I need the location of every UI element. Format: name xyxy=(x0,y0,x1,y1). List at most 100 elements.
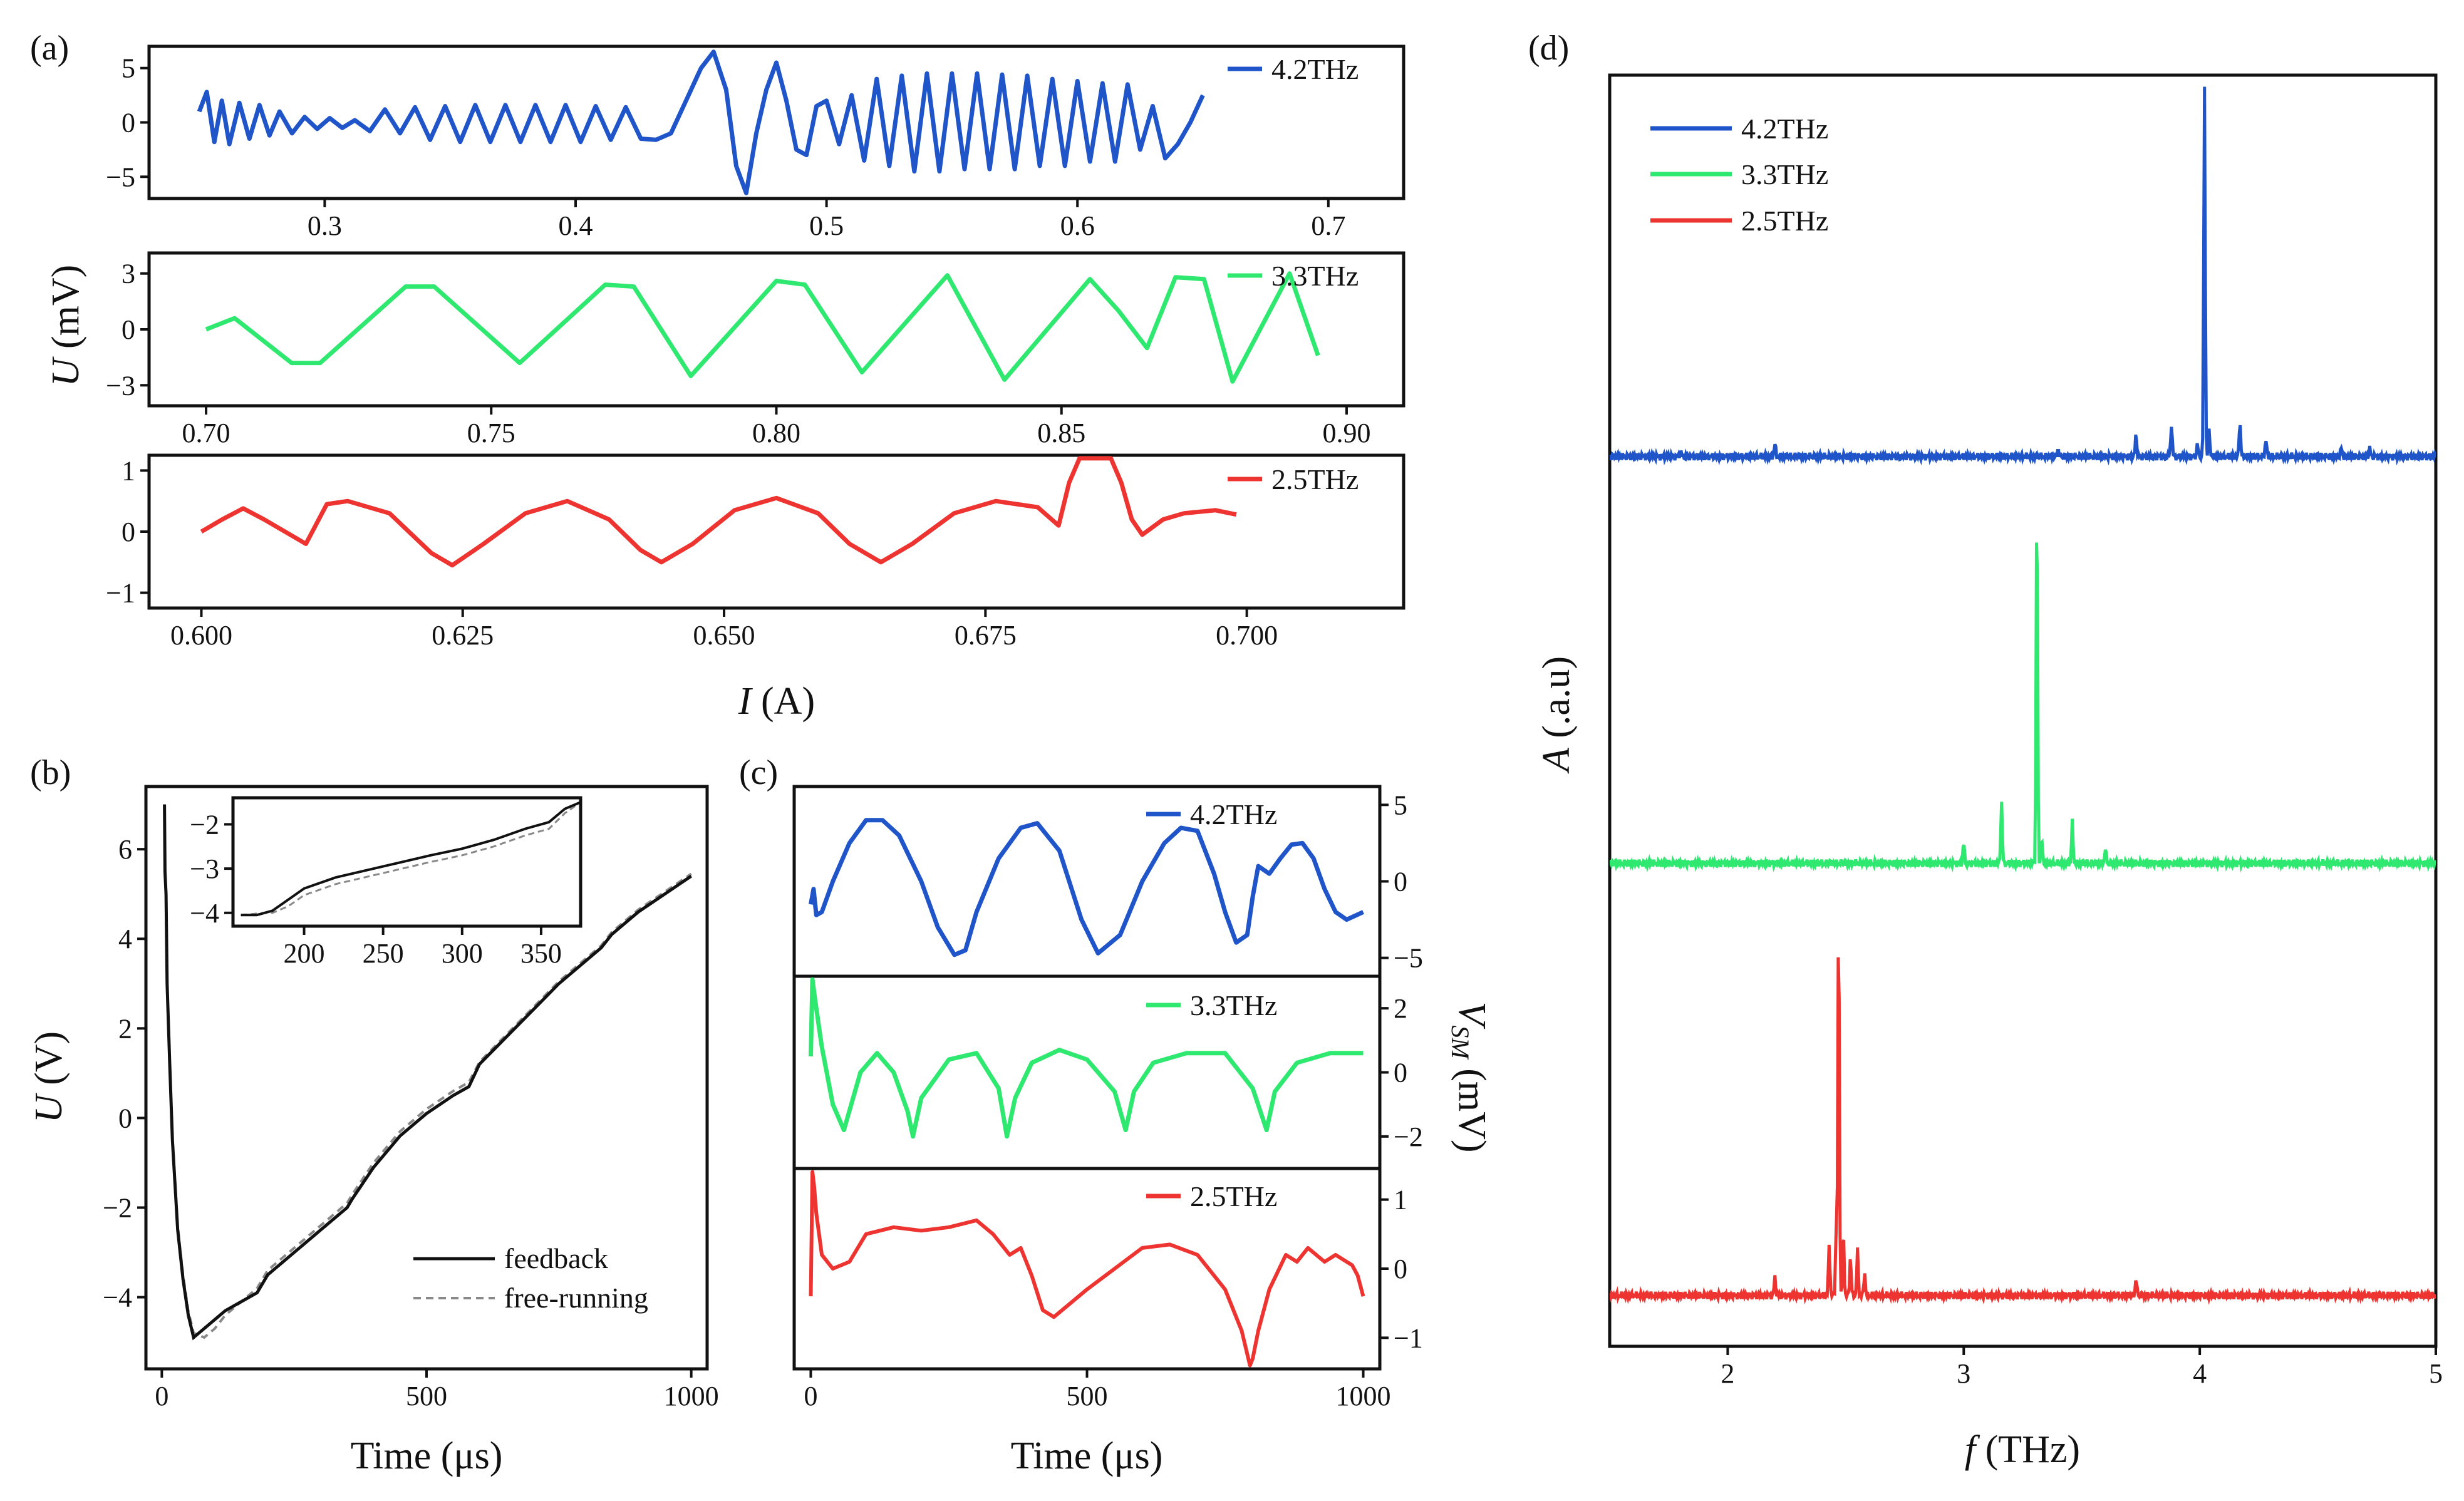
panel-a1-legend-text: 4.2THz xyxy=(1271,53,1359,85)
panel-a2-legend-text: 3.3THz xyxy=(1271,260,1359,292)
panel-a3-x-tick-label: 0.600 xyxy=(170,620,232,651)
panel-a3-y-tick-label: 1 xyxy=(122,455,135,486)
panel-b-y-tick-label: −2 xyxy=(103,1192,132,1223)
panel-a2-x-tick-label: 0.90 xyxy=(1322,418,1370,448)
panel-b-inset-feedback-line xyxy=(241,801,581,917)
panel-a3-legend-text: 2.5THz xyxy=(1271,463,1359,495)
panel-b-y-tick-label: 0 xyxy=(118,1103,132,1133)
panel-c-ylabel: VSM (mV) xyxy=(1446,1002,1493,1153)
panel-c3-y-tick-label: 0 xyxy=(1394,1254,1407,1284)
panel-a2-x-tick-label: 0.70 xyxy=(182,418,230,448)
panel-a3-series-line xyxy=(200,456,1237,568)
panel-c-x-tick-label: 0 xyxy=(804,1381,817,1411)
panel-d-frame xyxy=(1608,73,2438,1348)
panel-d-series-3-3thz xyxy=(1610,542,2436,873)
panel-a-ylabel-unit: (mV) xyxy=(44,265,87,359)
panel-a1-y-tick-label: −5 xyxy=(106,162,135,192)
panel-a3-y-tick-label: 0 xyxy=(122,517,135,547)
panel-a3-y-tick-label: −1 xyxy=(106,578,135,609)
panel-a1-y-tick-label: 5 xyxy=(122,53,135,84)
panel-c1-frame xyxy=(792,785,1382,978)
panel-c-ylabel-symbol: V xyxy=(1451,1002,1493,1029)
panel-c-x-tick-label: 1000 xyxy=(1336,1381,1391,1411)
panel-c-label: (c) xyxy=(739,753,778,792)
panel-c1-legend-text: 4.2THz xyxy=(1190,798,1277,830)
panel-d-label: (d) xyxy=(1528,29,1569,68)
panel-c1-series-line xyxy=(809,818,1364,957)
panel-a1-series-line xyxy=(197,49,1205,195)
panel-c2-y-tick-label: 2 xyxy=(1394,993,1407,1024)
panel-d-series-4-2thz xyxy=(1610,86,2436,466)
panel-c2-axes: 2 0 −2 xyxy=(1380,993,1423,1152)
panel-b-axes: 0 500 1000 6 4 2 0 −2 −4 xyxy=(103,834,718,1411)
panel-a3-x-tick-label: 0.625 xyxy=(432,620,494,651)
panel-c-ylabel-subscript: SM xyxy=(1446,1025,1474,1060)
panel-a3-axes: 0.600 0.625 0.650 0.675 0.700 1 0 −1 xyxy=(106,455,1278,651)
panel-b-inset-x-tick-label: 200 xyxy=(284,938,325,969)
panel-c2-series-line xyxy=(809,977,1364,1139)
panel-b-xlabel: Time (μs) xyxy=(351,1435,503,1477)
panel-a1-y-tick-label: 0 xyxy=(122,108,135,138)
panel-c1-axes: 5 0 −5 xyxy=(1380,790,1423,974)
panel-a1-x-tick-label: 0.3 xyxy=(308,210,342,241)
panel-a1-x-tick-label: 0.5 xyxy=(809,210,844,241)
panel-b-ylabel-unit: (V) xyxy=(28,1031,70,1095)
panel-c1-y-tick-label: 0 xyxy=(1394,867,1407,897)
panel-c: (c) 5 0 −5 2 0 −2 1 0 −1 0 500 1000 4.2THz 3.3TH… xyxy=(739,753,1493,1477)
panel-b-inset-x-tick-label: 350 xyxy=(520,938,562,969)
panel-a3-frame xyxy=(147,453,1405,610)
panel-a2-x-tick-label: 0.85 xyxy=(1037,418,1085,448)
panel-a2-x-tick-label: 0.75 xyxy=(467,418,515,448)
panel-b-feedback-line xyxy=(163,804,693,1341)
panel-c-ylabel-unit: (mV) xyxy=(1451,1059,1493,1153)
panel-b-inset-axes: 200 250 300 350 −2 −3 −4 xyxy=(190,809,562,969)
panel-c3-series-line xyxy=(809,1170,1365,1368)
panel-d-ylabel-symbol: A xyxy=(1535,747,1578,774)
panel-a3-x-tick-label: 0.700 xyxy=(1216,620,1278,651)
panel-a2-y-tick-label: 3 xyxy=(122,259,135,289)
panel-c3-frame xyxy=(792,1167,1382,1371)
panel-d-x-tick-label: 3 xyxy=(1957,1358,1970,1389)
panel-a2-frame xyxy=(147,251,1405,408)
panel-a3-x-tick-label: 0.675 xyxy=(955,620,1017,651)
panel-a-xlabel: I (A) xyxy=(738,680,815,723)
panel-c3-y-tick-label: −1 xyxy=(1394,1323,1423,1353)
panel-d-legend-text-3-3thz: 3.3THz xyxy=(1741,158,1828,190)
panel-a-ylabel-symbol: U xyxy=(44,356,87,386)
panel-a1-axes: 0.3 0.4 0.5 0.6 0.7 5 0 −5 xyxy=(106,53,1345,241)
panel-b-legend-free-text: free-running xyxy=(504,1282,648,1314)
panel-a-xlabel-unit: (A) xyxy=(752,680,815,723)
panel-b-legend-feedback-text: feedback xyxy=(504,1242,608,1274)
panel-a1-x-tick-label: 0.4 xyxy=(559,210,593,241)
panel-a-ylabel: U (mV) xyxy=(44,265,87,387)
panel-b-inset-y-tick-label: −2 xyxy=(190,809,219,840)
panel-d-series-2-5thz xyxy=(1610,957,2436,1305)
panel-b-inset-frame xyxy=(231,796,582,928)
panel-c-x-axis: 0 500 1000 xyxy=(804,1369,1391,1411)
panel-c2-y-tick-label: −2 xyxy=(1394,1122,1423,1152)
panel-c1-y-tick-label: 5 xyxy=(1394,790,1407,820)
panel-b-y-tick-label: 6 xyxy=(118,834,132,865)
panel-c-xlabel: Time (μs) xyxy=(1011,1435,1163,1477)
panel-d: (d) 2 3 4 5 4.2THz 3.3THz 2.5THz A (.a.u) f… xyxy=(1528,29,2443,1471)
panel-d-x-tick-label: 4 xyxy=(2193,1358,2207,1389)
panel-a-xlabel-symbol: I xyxy=(738,680,753,723)
panel-b-inset-x-tick-label: 250 xyxy=(363,938,404,969)
panel-b-y-tick-label: −4 xyxy=(103,1282,132,1313)
panel-c3-axes: 1 0 −1 xyxy=(1380,1185,1423,1353)
panel-b-ylabel: U (V) xyxy=(28,1031,70,1123)
panel-b-inset-y-tick-label: −4 xyxy=(190,898,219,929)
panel-c1-y-tick-label: −5 xyxy=(1394,943,1423,974)
panel-b-x-tick-label: 0 xyxy=(155,1381,168,1411)
panel-a3-x-tick-label: 0.650 xyxy=(693,620,755,651)
panel-d-x-tick-label: 2 xyxy=(1721,1358,1734,1389)
panel-d-xlabel-unit: (THz) xyxy=(1975,1428,2080,1471)
panel-b-x-tick-label: 1000 xyxy=(664,1381,719,1411)
panel-b-x-tick-label: 500 xyxy=(406,1381,447,1411)
panel-a2-x-tick-label: 0.80 xyxy=(752,418,800,448)
panel-a: (a) 0.3 0.4 0.5 0.6 0.750−5 0.70 0.75 0.80 0.85… xyxy=(30,29,1405,723)
panel-b-y-tick-label: 2 xyxy=(118,1013,132,1044)
panel-d-axes: 2 3 4 5 xyxy=(1721,1346,2443,1389)
